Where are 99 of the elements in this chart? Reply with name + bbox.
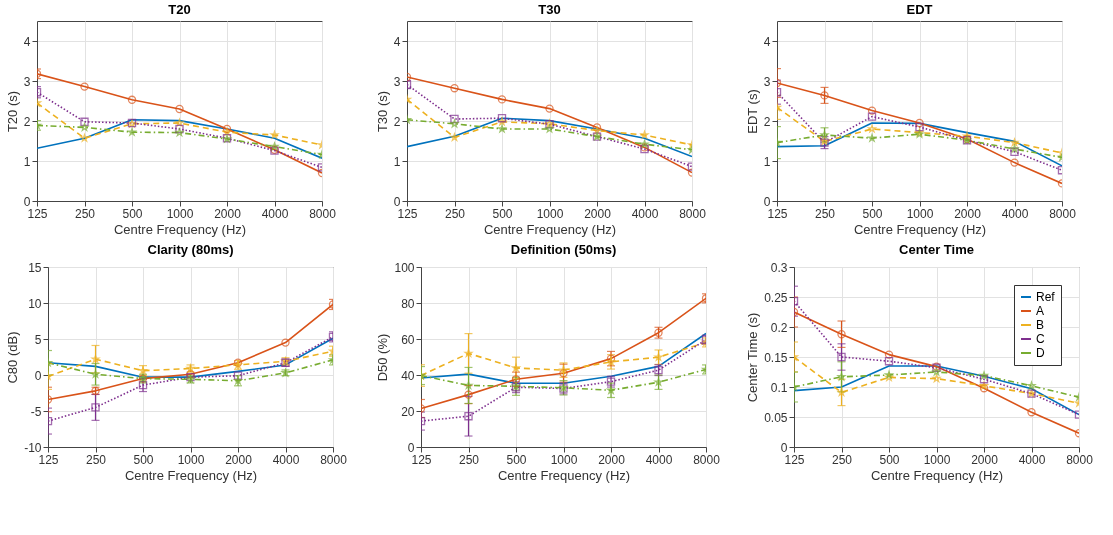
y-tick-label: 2 (393, 114, 401, 129)
y-tick-label: 0.15 (764, 350, 788, 365)
y-axis-title: T30 (s) (374, 90, 390, 133)
x-tick-label: 8000 (693, 452, 721, 467)
x-axis-title: Centre Frequency (Hz) (483, 221, 617, 237)
y-tick-label: 0.3 (770, 260, 788, 275)
x-tick-label: 1000 (906, 206, 934, 221)
x-tick-label: 4000 (645, 452, 673, 467)
y-tick-label: 100 (394, 260, 415, 275)
x-tick-label: 4000 (261, 206, 289, 221)
x-tick-label: 1000 (166, 206, 194, 221)
y-tick-label: 0 (23, 194, 31, 209)
y-tick-label: 15 (28, 260, 42, 275)
x-tick-label: 500 (506, 452, 527, 467)
chart-title: Center Time (899, 242, 974, 257)
y-tick-label: 0 (393, 194, 401, 209)
y-tick-label: -5 (30, 404, 42, 419)
y-tick-label: 80 (401, 296, 415, 311)
y-tick-label: 0 (763, 194, 771, 209)
y-axis-title: C80 (dB) (5, 331, 21, 384)
x-axis-title: Centre Frequency (Hz) (853, 221, 987, 237)
x-tick-label: 1000 (536, 206, 564, 221)
x-tick-label: 2000 (954, 206, 982, 221)
x-tick-label: 125 (411, 452, 432, 467)
x-tick-label: 125 (767, 206, 788, 221)
x-axis-title: Centre Frequency (Hz) (497, 467, 631, 483)
x-tick-label: 1000 (177, 452, 205, 467)
x-axis-title: Centre Frequency (Hz) (870, 467, 1004, 483)
x-axis-title: Centre Frequency (Hz) (113, 221, 247, 237)
x-tick-label: 2000 (598, 452, 626, 467)
y-tick-label: 1 (393, 154, 401, 169)
x-tick-label: 125 (27, 206, 48, 221)
y-tick-label: 0 (407, 440, 415, 455)
x-tick-label: 4000 (1001, 206, 1029, 221)
y-tick-label: 1 (763, 154, 771, 169)
x-tick-label: 8000 (1049, 206, 1077, 221)
y-tick-label: 2 (23, 114, 31, 129)
chart-title: T30 (538, 2, 561, 17)
x-tick-label: 500 (492, 206, 513, 221)
legend-label: A (1036, 304, 1045, 318)
x-tick-label: 125 (784, 452, 805, 467)
x-tick-label: 4000 (272, 452, 300, 467)
x-tick-label: 8000 (309, 206, 337, 221)
x-tick-label: 500 (133, 452, 154, 467)
x-tick-label: 250 (74, 206, 96, 221)
y-tick-label: 0 (34, 368, 42, 383)
legend-label: C (1036, 332, 1045, 346)
y-tick-label: 4 (23, 34, 31, 49)
y-tick-label: 10 (28, 296, 42, 311)
x-tick-label: 8000 (1066, 452, 1094, 467)
x-axis-title: Centre Frequency (Hz) (124, 467, 258, 483)
legend-label: B (1036, 318, 1045, 332)
x-tick-label: 2000 (971, 452, 999, 467)
x-tick-label: 250 (444, 206, 466, 221)
chart-title: EDT (906, 2, 933, 17)
x-tick-label: 4000 (1018, 452, 1046, 467)
x-tick-label: 250 (85, 452, 107, 467)
x-tick-label: 8000 (679, 206, 707, 221)
x-tick-label: 4000 (631, 206, 659, 221)
x-tick-label: 2000 (225, 452, 253, 467)
y-axis-title: D50 (%) (375, 333, 391, 382)
x-tick-label: 2000 (584, 206, 612, 221)
y-tick-label: 0 (780, 440, 788, 455)
x-tick-label: 250 (458, 452, 480, 467)
x-tick-label: 500 (862, 206, 883, 221)
y-tick-label: 3 (393, 74, 401, 89)
x-tick-label: 1000 (923, 452, 951, 467)
y-tick-label: 3 (763, 74, 771, 89)
x-tick-label: 8000 (320, 452, 348, 467)
x-tick-label: 250 (831, 452, 853, 467)
x-tick-label: 125 (38, 452, 59, 467)
y-tick-label: 60 (401, 332, 415, 347)
x-tick-label: 250 (814, 206, 836, 221)
x-tick-label: 500 (122, 206, 143, 221)
x-tick-label: 2000 (214, 206, 242, 221)
chart-title: Definition (50ms) (510, 242, 617, 257)
y-axis-title: Center Time (s) (745, 312, 761, 403)
legend-label: Ref (1036, 290, 1056, 304)
x-tick-label: 125 (397, 206, 418, 221)
y-tick-label: 0.1 (770, 380, 788, 395)
legend-label: D (1036, 346, 1045, 360)
y-tick-label: -10 (24, 440, 42, 455)
y-tick-label: 20 (401, 404, 415, 419)
y-tick-label: 0.25 (764, 290, 788, 305)
y-tick-label: 2 (763, 114, 771, 129)
y-tick-label: 4 (763, 34, 771, 49)
chart-title: T20 (168, 2, 191, 17)
y-tick-label: 1 (23, 154, 31, 169)
y-tick-label: 40 (401, 368, 415, 383)
y-tick-label: 3 (23, 74, 31, 89)
x-tick-label: 1000 (550, 452, 578, 467)
y-tick-label: 0.05 (764, 410, 788, 425)
y-tick-label: 0.2 (770, 320, 788, 335)
x-tick-label: 500 (879, 452, 900, 467)
y-tick-label: 5 (34, 332, 42, 347)
y-axis-title: EDT (s) (744, 89, 760, 134)
y-axis-title: T20 (s) (4, 90, 20, 133)
y-tick-label: 4 (393, 34, 401, 49)
chart-title: Clarity (80ms) (147, 242, 234, 257)
